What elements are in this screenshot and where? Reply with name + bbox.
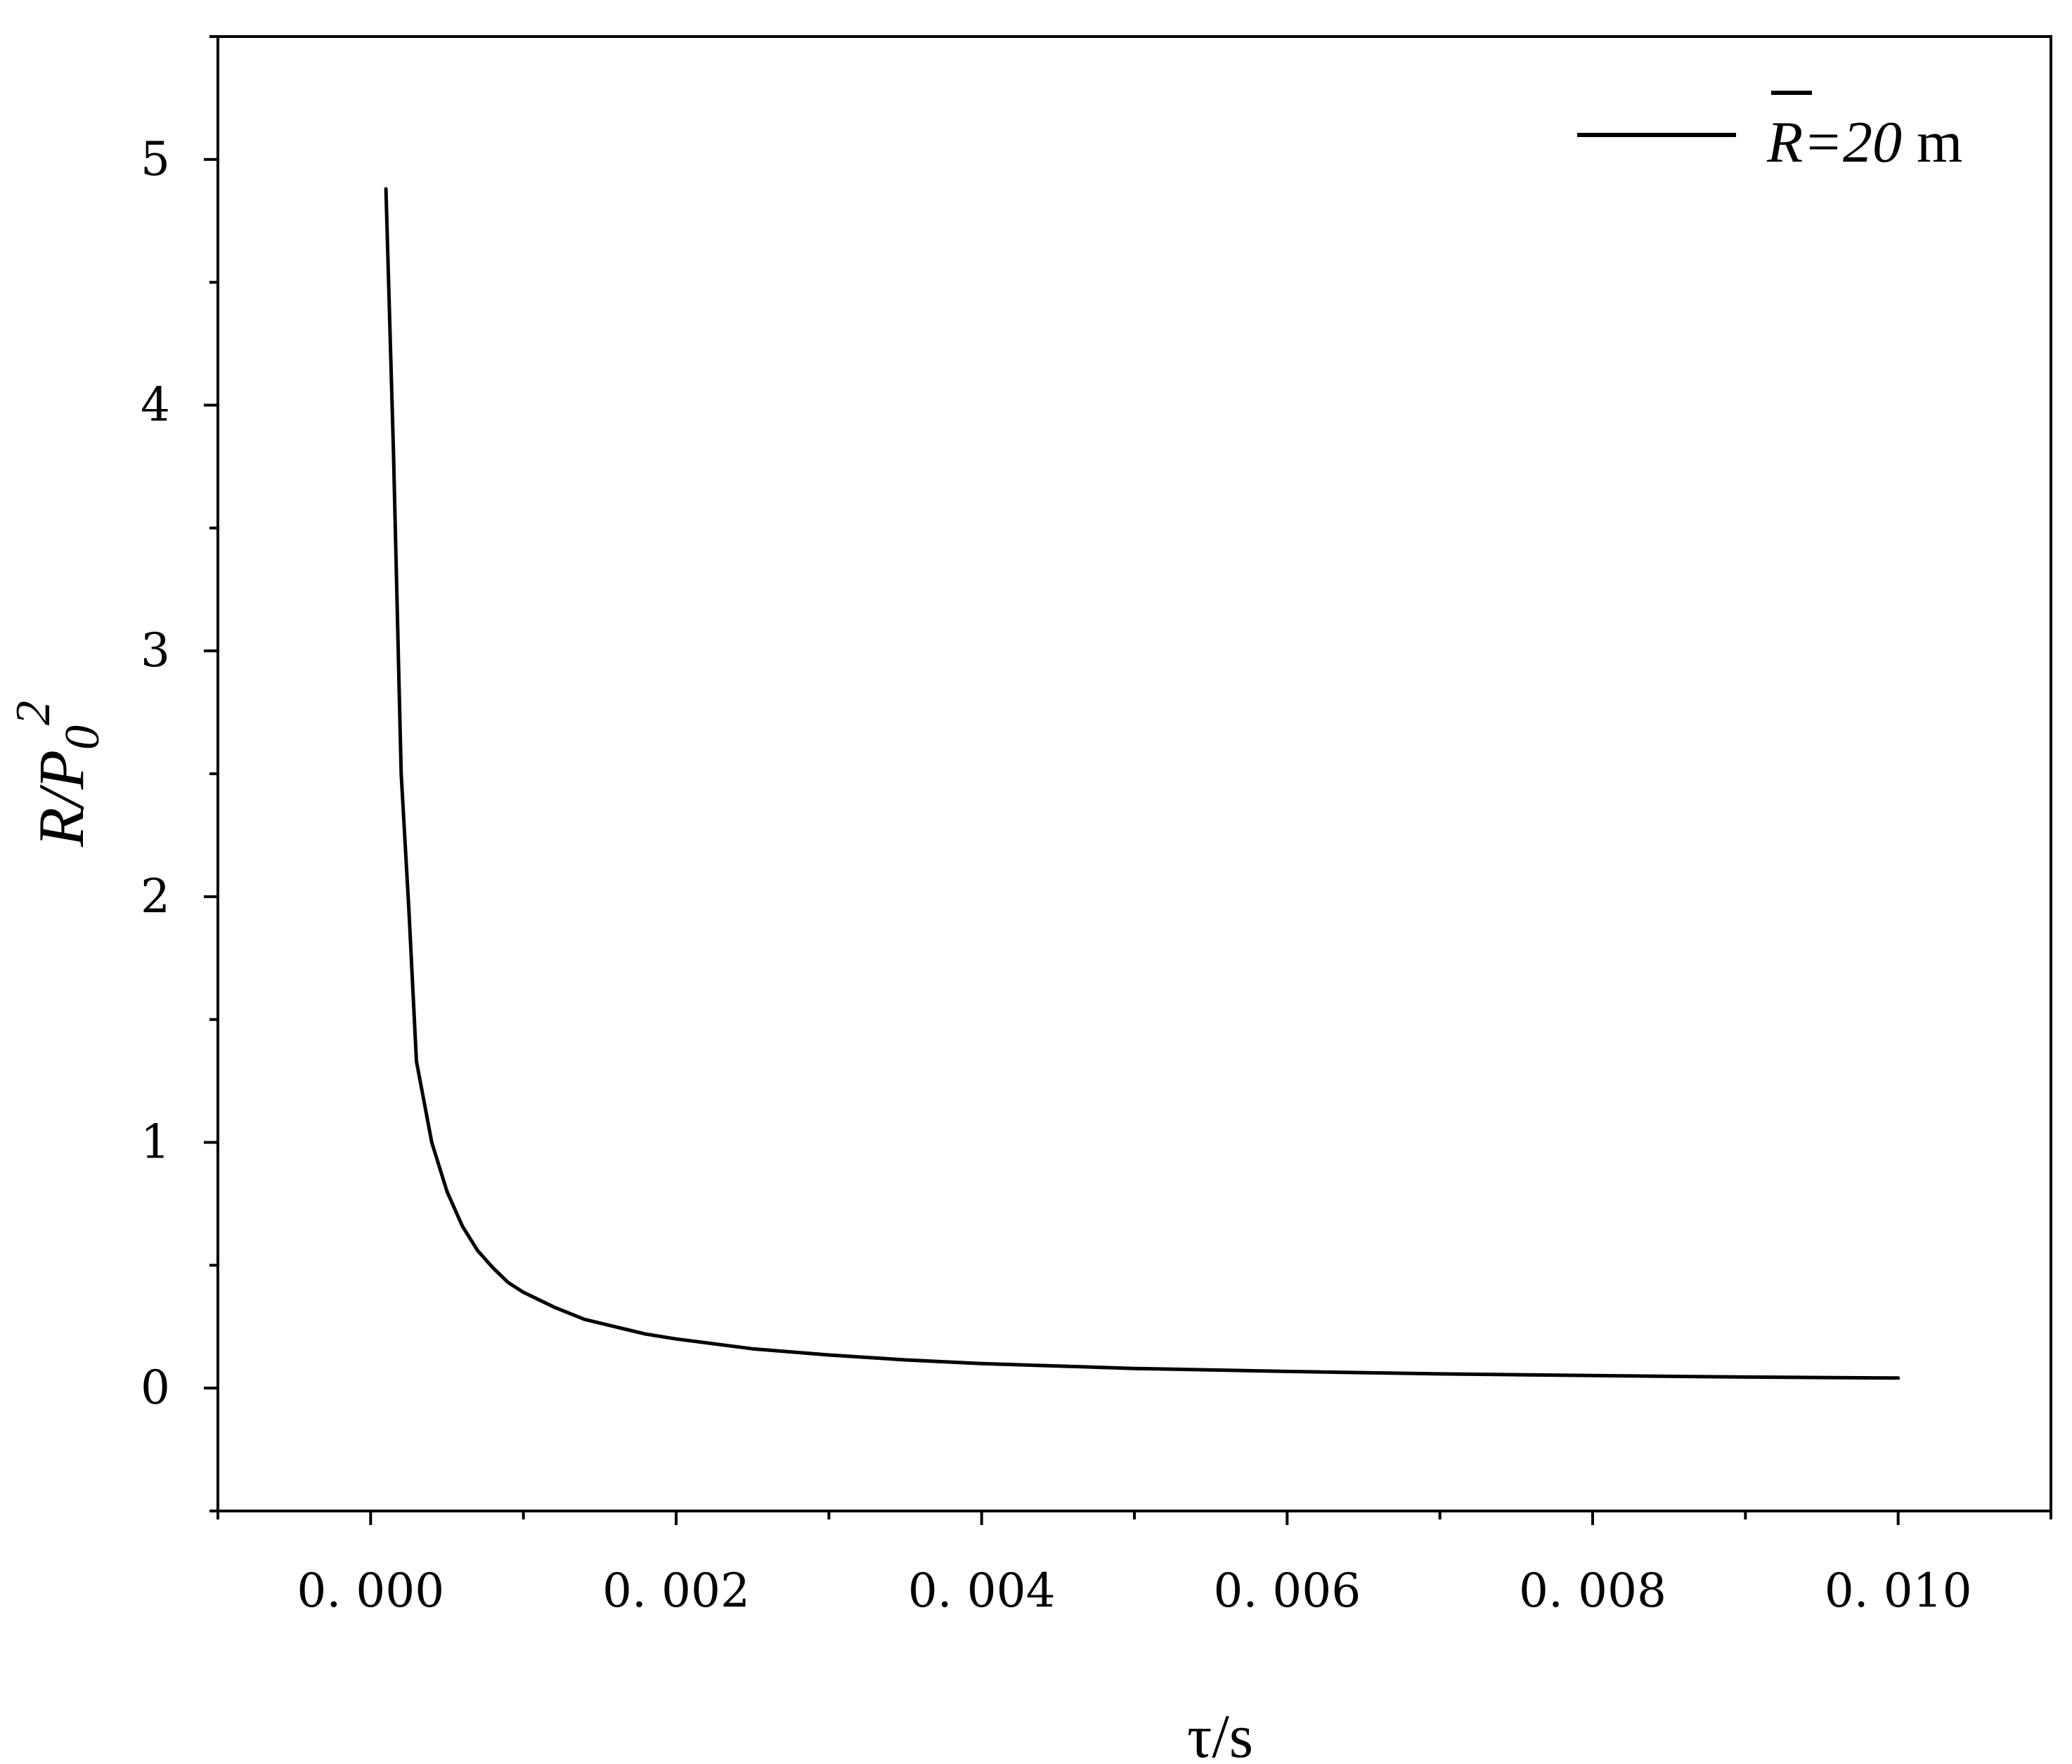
series-line [384,187,1901,1380]
x-tick-label: 0. 004 [908,1564,1056,1618]
x-axis-ticks [216,1511,2052,1525]
legend: R=20 m [1577,91,1962,175]
y-tick-label: 2 [141,869,170,923]
x-tick-label: 0. 006 [1213,1564,1361,1618]
plot-frame [216,35,2052,1512]
x-axis-title: τ/s [1187,1703,1253,1764]
y-axis-ticks [204,35,218,1512]
x-tick-label: 0. 002 [602,1564,750,1618]
y-axis-title-subscript: 0 [56,725,110,750]
x-tick-label: 0. 010 [1825,1564,1972,1618]
y-axis-title-main: R/P [25,750,97,848]
legend-symbol: R [1766,110,1803,175]
y-axis-tick-labels: 0 1 2 3 4 5 [141,132,170,1415]
y-tick-label: 4 [141,378,170,432]
y-tick-label: 1 [141,1115,170,1169]
y-axis-title: R/P02 [6,701,110,848]
y-axis-title-superscript: 2 [6,701,60,725]
legend-value: =20 [1803,110,1902,175]
y-tick-label: 0 [141,1361,170,1415]
y-tick-label: 3 [141,623,170,677]
x-tick-label: 0. 000 [297,1564,444,1618]
legend-unit: m [1902,110,1962,175]
legend-label: R=20 m [1766,110,1962,175]
y-tick-label: 5 [141,132,170,186]
x-axis-tick-labels: 0. 000 0. 002 0. 004 0. 006 0. 008 0. 010 [297,1564,1971,1618]
x-tick-label: 0. 008 [1519,1564,1666,1618]
